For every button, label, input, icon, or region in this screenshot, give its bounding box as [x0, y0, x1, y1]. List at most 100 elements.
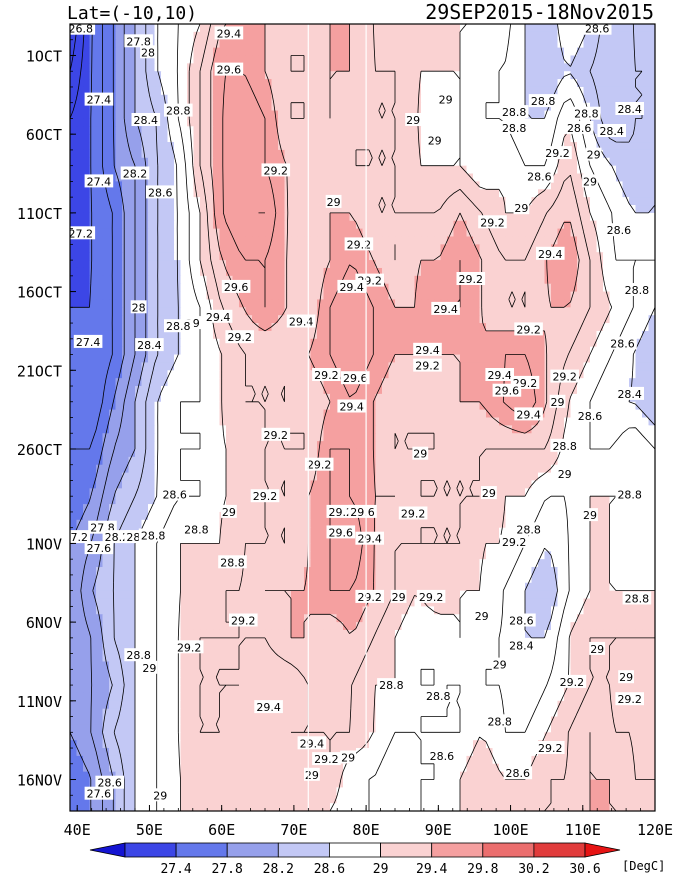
heatmap-cell: [479, 55, 487, 64]
heatmap-cell: [505, 433, 513, 442]
heatmap-cell: [141, 362, 149, 371]
heatmap-cell: [174, 401, 182, 411]
heatmap-cell: [408, 94, 416, 104]
heatmap-cell: [297, 110, 305, 120]
heatmap-cell: [583, 307, 591, 316]
heatmap-cell: [577, 86, 585, 96]
heatmap-cell: [232, 110, 240, 120]
heatmap-cell: [635, 63, 643, 72]
heatmap-cell: [317, 212, 325, 222]
heatmap-cell: [349, 323, 357, 332]
heatmap-cell: [336, 165, 344, 175]
heatmap-cell: [466, 157, 474, 167]
heatmap-cell: [122, 252, 130, 261]
heatmap-cell: [180, 409, 188, 419]
heatmap-cell: [648, 24, 655, 33]
heatmap-cell: [76, 299, 84, 308]
heatmap-cell: [492, 181, 500, 190]
heatmap-cell: [291, 425, 299, 434]
heatmap-cell: [603, 94, 611, 104]
heatmap-cell: [538, 86, 546, 96]
heatmap-cell: [564, 307, 572, 316]
heatmap-cell: [304, 299, 312, 308]
heatmap-cell: [239, 79, 247, 88]
heatmap-cell: [167, 260, 175, 269]
heatmap-cell: [473, 71, 481, 80]
heatmap-cell: [531, 47, 539, 57]
heatmap-cell: [447, 134, 455, 143]
heatmap-cell: [245, 354, 253, 364]
heatmap-cell: [642, 86, 650, 96]
heatmap-cell: [317, 236, 325, 245]
heatmap-cell: [219, 346, 227, 356]
heatmap-cell: [505, 307, 513, 316]
heatmap-cell: [557, 118, 565, 127]
heatmap-cell: [252, 39, 260, 49]
heatmap-cell: [226, 173, 234, 182]
heatmap-cell: [336, 386, 344, 395]
heatmap-cell: [245, 212, 253, 222]
heatmap-cell: [570, 39, 578, 49]
heatmap-cell: [349, 299, 357, 308]
heatmap-cell: [265, 323, 273, 332]
heatmap-cell: [414, 291, 422, 301]
heatmap-cell: [570, 165, 578, 175]
heatmap-cell: [232, 267, 240, 277]
heatmap-cell: [115, 134, 123, 143]
heatmap-cell: [414, 181, 422, 190]
heatmap-cell: [96, 323, 104, 332]
heatmap-cell: [304, 244, 312, 253]
heatmap-cell: [291, 299, 299, 308]
heatmap-cell: [473, 323, 481, 332]
heatmap-cell: [408, 157, 416, 167]
heatmap-cell: [466, 149, 474, 159]
heatmap-cell: [473, 386, 481, 395]
heatmap-cell: [479, 126, 487, 135]
heatmap-cell: [284, 63, 292, 72]
heatmap-cell: [265, 236, 273, 245]
heatmap-cell: [486, 205, 494, 214]
heatmap-cell: [440, 86, 448, 96]
heatmap-cell: [96, 448, 104, 458]
heatmap-cell: [323, 267, 331, 277]
heatmap-cell: [180, 71, 188, 80]
heatmap-cell: [291, 197, 299, 206]
heatmap-cell: [252, 370, 260, 379]
heatmap-cell: [349, 126, 357, 135]
heatmap-cell: [596, 433, 604, 442]
heatmap-cell: [492, 409, 500, 419]
heatmap-cell: [505, 173, 513, 182]
heatmap-cell: [648, 409, 655, 419]
heatmap-cell: [460, 393, 468, 403]
heatmap-cell: [616, 433, 624, 442]
heatmap-cell: [525, 39, 533, 49]
heatmap-cell: [310, 173, 318, 182]
heatmap-cell: [317, 118, 325, 127]
heatmap-cell: [440, 323, 448, 332]
heatmap-cell: [304, 157, 312, 167]
heatmap-cell: [577, 448, 585, 458]
heatmap-cell: [609, 433, 617, 442]
heatmap-cell: [512, 86, 520, 96]
heatmap-cell: [525, 102, 533, 112]
heatmap-cell: [200, 142, 208, 151]
heatmap-cell: [226, 448, 234, 458]
heatmap-cell: [414, 252, 422, 261]
heatmap-cell: [226, 189, 234, 198]
heatmap-cell: [310, 86, 318, 96]
heatmap-cell: [278, 417, 286, 426]
heatmap-cell: [232, 417, 240, 426]
heatmap-cell: [304, 378, 312, 387]
heatmap-cell: [336, 157, 344, 167]
heatmap-cell: [570, 94, 578, 104]
heatmap-cell: [505, 181, 513, 190]
heatmap-cell: [102, 409, 110, 419]
heatmap-cell: [193, 86, 201, 96]
heatmap-cell: [622, 31, 630, 41]
heatmap-cell: [492, 275, 500, 285]
heatmap-cell: [395, 299, 403, 308]
heatmap-cell: [180, 425, 188, 434]
heatmap-cell: [89, 118, 97, 127]
heatmap-cell: [388, 299, 396, 308]
heatmap-cell: [622, 252, 630, 261]
